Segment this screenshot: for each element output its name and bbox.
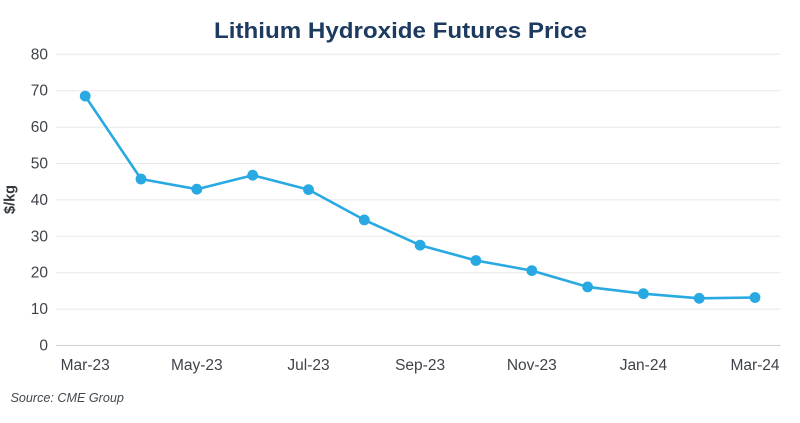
svg-text:50: 50 [31, 156, 49, 173]
svg-text:Sep-23: Sep-23 [395, 357, 445, 374]
svg-text:40: 40 [31, 192, 49, 209]
svg-text:30: 30 [31, 228, 49, 245]
svg-text:Mar-24: Mar-24 [730, 357, 779, 374]
svg-text:Jan-24: Jan-24 [620, 357, 668, 374]
svg-text:$/kg: $/kg [3, 185, 19, 214]
svg-text:Mar-23: Mar-23 [61, 357, 110, 374]
svg-text:80: 80 [31, 46, 49, 63]
svg-text:0: 0 [39, 338, 48, 355]
svg-text:May-23: May-23 [171, 357, 223, 374]
svg-text:Source: CME Group: Source: CME Group [11, 391, 124, 405]
svg-text:20: 20 [31, 265, 49, 282]
svg-text:70: 70 [31, 83, 49, 100]
svg-text:Lithium Hydroxide Futures Pric: Lithium Hydroxide Futures Price [214, 18, 587, 43]
svg-text:Jul-23: Jul-23 [287, 357, 329, 374]
svg-text:10: 10 [31, 301, 49, 318]
svg-text:60: 60 [31, 119, 49, 136]
svg-text:Nov-23: Nov-23 [507, 357, 557, 374]
